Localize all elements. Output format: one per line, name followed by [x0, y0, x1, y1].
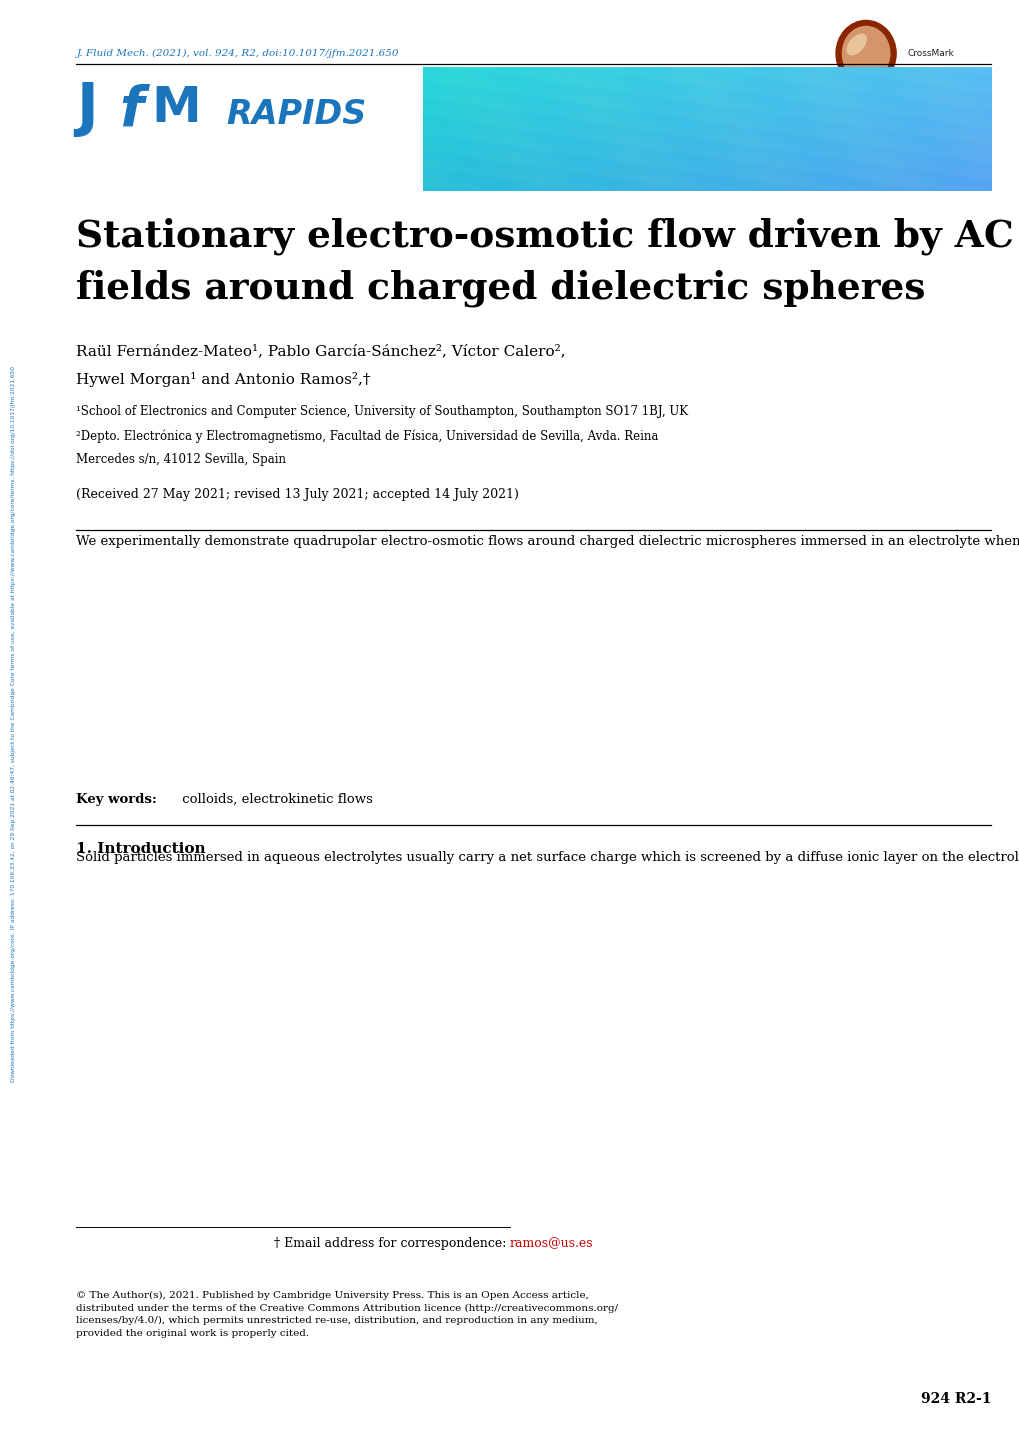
Text: f: f	[119, 84, 144, 137]
Text: (Received 27 May 2021; revised 13 July 2021; accepted 14 July 2021): (Received 27 May 2021; revised 13 July 2…	[76, 488, 519, 501]
Text: M: M	[151, 84, 201, 132]
Text: fields around charged dielectric spheres: fields around charged dielectric spheres	[76, 269, 925, 307]
Ellipse shape	[846, 35, 865, 55]
Text: We experimentally demonstrate quadrupolar electro-osmotic flows around charged d: We experimentally demonstrate quadrupola…	[76, 535, 1019, 548]
Text: 1. Introduction: 1. Introduction	[76, 842, 206, 857]
Text: ¹School of Electronics and Computer Science, University of Southampton, Southamp: ¹School of Electronics and Computer Scie…	[76, 405, 688, 418]
Text: © The Author(s), 2021. Published by Cambridge University Press. This is an Open : © The Author(s), 2021. Published by Camb…	[76, 1291, 618, 1337]
Text: Raül Fernández-Mateo¹, Pablo García-Sánchez², Víctor Calero²,: Raül Fernández-Mateo¹, Pablo García-Sánc…	[76, 344, 566, 359]
Text: Hywel Morgan¹ and Antonio Ramos²,†: Hywel Morgan¹ and Antonio Ramos²,†	[76, 372, 371, 386]
Text: Stationary electro-osmotic flow driven by AC: Stationary electro-osmotic flow driven b…	[76, 217, 1013, 255]
Text: RAPIDS: RAPIDS	[226, 98, 367, 132]
Text: J: J	[76, 80, 98, 136]
Text: colloids, electrokinetic flows: colloids, electrokinetic flows	[178, 793, 373, 806]
Text: † Email address for correspondence:: † Email address for correspondence:	[273, 1237, 510, 1250]
Text: Solid particles immersed in aqueous electrolytes usually carry a net surface cha: Solid particles immersed in aqueous elec…	[76, 851, 1019, 864]
Text: ramos@us.es: ramos@us.es	[510, 1237, 593, 1250]
Text: Key words:: Key words:	[76, 793, 157, 806]
Ellipse shape	[842, 26, 889, 81]
Text: CrossMark: CrossMark	[906, 49, 953, 58]
Text: Downloaded from https://www.cambridge.org/core. IP address: 170.106.33.42, on 29: Downloaded from https://www.cambridge.or…	[11, 366, 15, 1081]
Text: Mercedes s/n, 41012 Sevilla, Spain: Mercedes s/n, 41012 Sevilla, Spain	[76, 453, 286, 466]
Text: ²Depto. Electrónica y Electromagnetismo, Facultad de Física, Universidad de Sevi: ²Depto. Electrónica y Electromagnetismo,…	[76, 430, 658, 443]
Ellipse shape	[836, 20, 896, 87]
Text: 924 R2-1: 924 R2-1	[920, 1392, 990, 1406]
Text: J. Fluid Mech. (2021), vol. 924, R2, doi:10.1017/jfm.2021.650: J. Fluid Mech. (2021), vol. 924, R2, doi…	[76, 49, 398, 58]
